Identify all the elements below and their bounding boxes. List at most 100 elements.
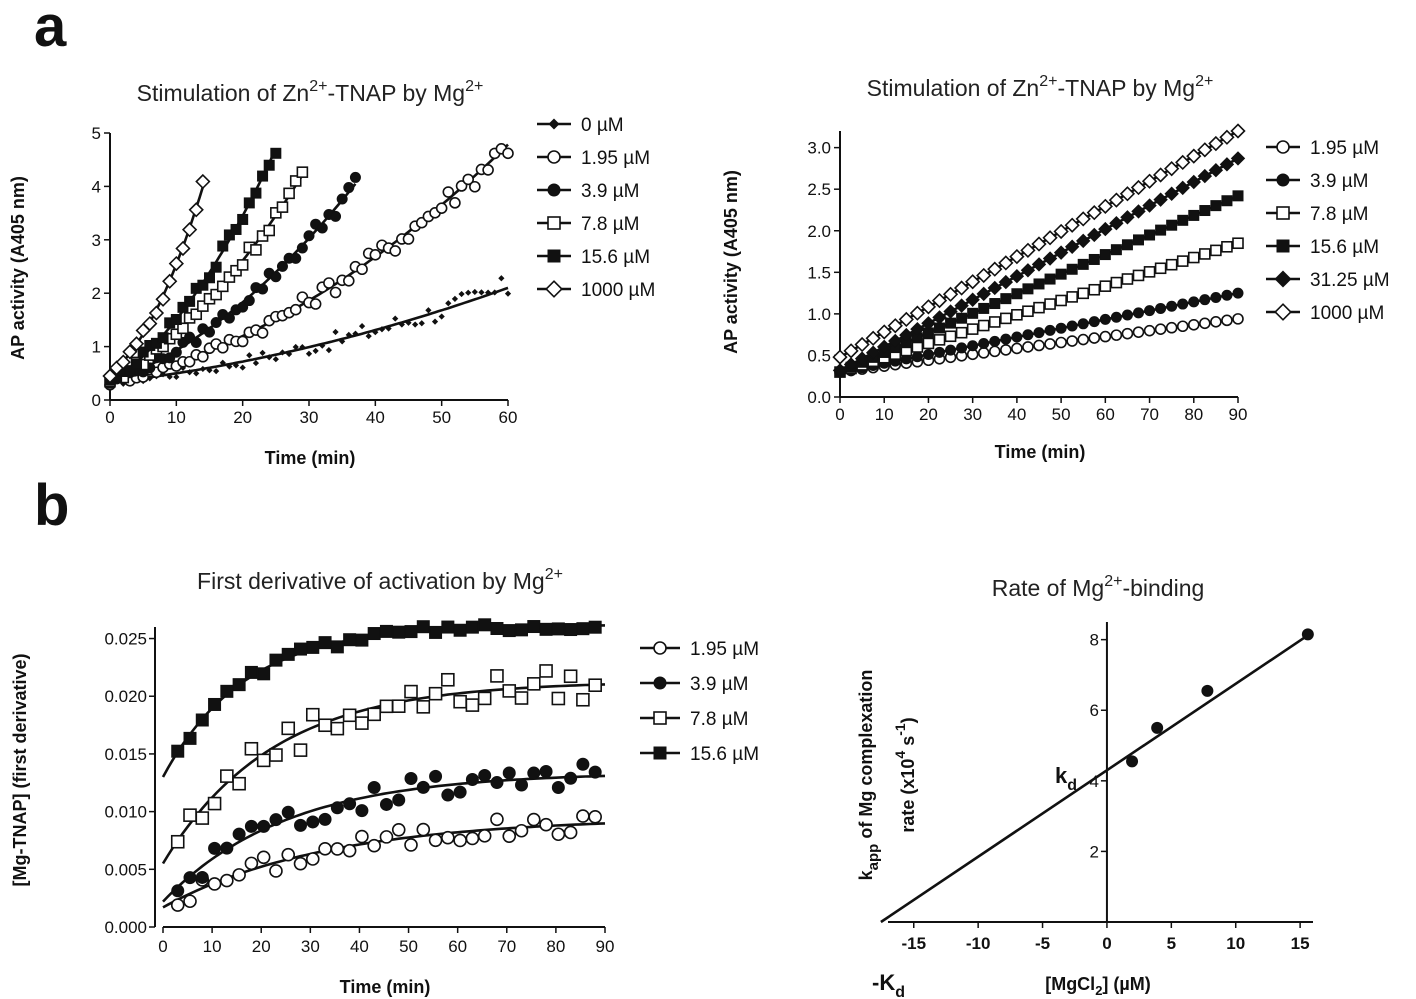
- chart-a1-point: [323, 277, 335, 289]
- chart-a1-point: [276, 260, 288, 272]
- chart-a2-point: [1110, 329, 1123, 341]
- chart-b1-point: [330, 842, 345, 856]
- chart-a2-point: [1055, 268, 1067, 280]
- chart-a2-point: [977, 319, 990, 332]
- chart-b1-point: [465, 620, 479, 634]
- chart-b1-point: [170, 898, 185, 912]
- chart-a2-point: [1164, 161, 1180, 177]
- chart-b1-point: [515, 623, 529, 637]
- chart-a2-point: [1108, 192, 1125, 208]
- chart-b1-point: [588, 810, 602, 824]
- chart-a2-point: [1099, 249, 1111, 261]
- chart-a1-point: [398, 321, 405, 328]
- chart-b1-legend-label: 3.9 µM: [690, 674, 748, 695]
- chart-b2-title: Rate of Mg2+-binding: [992, 573, 1205, 601]
- chart-b1-point: [551, 827, 566, 842]
- chart-a2-legend-label: 7.8 µM: [1310, 204, 1368, 225]
- chart-a2-point: [1133, 307, 1144, 319]
- chart-a1-point: [257, 283, 269, 295]
- chart-a2-point: [942, 286, 959, 302]
- chart-a1-point: [166, 373, 173, 380]
- x-tick-label: 60: [448, 937, 467, 956]
- chart-a2-point: [1011, 331, 1023, 343]
- chart-a2-point: [945, 344, 957, 356]
- chart-a1-point: [296, 242, 308, 254]
- chart-a1-point: [418, 320, 425, 327]
- chart-a2-point: [1232, 190, 1244, 202]
- chart-a1-point: [157, 332, 169, 344]
- chart-b1-point: [465, 698, 480, 712]
- chart-a2-point: [1144, 305, 1156, 317]
- y-tick-label: 6: [1089, 701, 1098, 720]
- y-tick-label: 0.020: [104, 687, 147, 706]
- chart-a1-point: [243, 197, 255, 209]
- chart-a2-point: [1132, 269, 1145, 282]
- chart-a1-point: [369, 249, 382, 261]
- chart-a2-point: [911, 351, 923, 363]
- chart-a2-point: [1144, 229, 1156, 241]
- chart-a2-point: [1110, 311, 1122, 323]
- chart-b1-point: [477, 829, 492, 843]
- chart-a1-point: [195, 173, 211, 190]
- chart-a2-point: [1064, 239, 1080, 254]
- chart-b1-point: [588, 620, 602, 634]
- chart-b1-point: [392, 793, 406, 807]
- chart-a2-point: [843, 343, 859, 359]
- chart-a1-point: [462, 173, 475, 186]
- chart-a2-point: [909, 305, 926, 321]
- chart-b1-point: [564, 771, 578, 785]
- x-tick-label: 70: [1140, 405, 1159, 424]
- chart-a2-point: [1088, 283, 1101, 296]
- chart-b1-point: [526, 812, 541, 827]
- chart-a1-point: [142, 315, 158, 332]
- chart-b1-point: [576, 622, 590, 636]
- chart-a1-point: [279, 349, 286, 356]
- x-tick-label: 30: [300, 408, 319, 427]
- chart-a2-point: [1210, 200, 1222, 212]
- chart-b2-point: [1126, 755, 1139, 768]
- chart-a1-legend-label: 1000 µM: [581, 280, 655, 301]
- chart-a1-legend-marker: [545, 280, 563, 298]
- chart-a1-point: [285, 350, 293, 358]
- chart-a2-point: [1087, 227, 1102, 243]
- chart-b1-point: [416, 620, 430, 634]
- chart-a2-point: [1153, 192, 1168, 207]
- x-tick-label: 15: [1291, 934, 1310, 953]
- chart-a1-point: [405, 319, 412, 326]
- chart-a2-point: [921, 316, 936, 331]
- x-tick-label: 0: [105, 408, 114, 427]
- chart-b1-point: [294, 642, 308, 656]
- chart-b1-point: [342, 708, 357, 723]
- chart-a2-point: [1232, 287, 1244, 299]
- minus-Kd-annotation: -Kd: [872, 970, 905, 999]
- chart-b1-point: [404, 838, 418, 852]
- chart-b1-point: [539, 764, 553, 778]
- y-tick-label: 0.015: [104, 745, 147, 764]
- chart-b1-point: [318, 718, 332, 733]
- chart-a2-point: [1176, 255, 1189, 267]
- chart-a2-point: [1175, 180, 1190, 196]
- chart-a1-point: [465, 289, 472, 296]
- chart-b1-point: [195, 811, 210, 825]
- chart-a1-legend-marker: [548, 118, 560, 130]
- chart-a1-legend-marker: [547, 183, 561, 197]
- chart-a2-point: [956, 342, 968, 354]
- chart-a1-point: [263, 159, 275, 171]
- chart-a2-point: [1154, 262, 1167, 275]
- chart-b1-point: [404, 771, 418, 785]
- chart-a2-legend: 1.95 µM 3.9 µM 7.8 µM 15.6 µM 31.25 µM 1000 µ…: [1266, 138, 1390, 324]
- chart-b1-point: [343, 633, 357, 647]
- x-tick-label: 80: [546, 937, 565, 956]
- chart-a2-point: [910, 321, 925, 337]
- chart-a2-point: [1055, 336, 1067, 349]
- chart-a2-point: [1121, 239, 1133, 251]
- chart-a1-point: [170, 313, 182, 325]
- chart-a2-point: [989, 335, 1001, 347]
- chart-a2-point: [1120, 210, 1135, 225]
- chart-b1-point: [477, 691, 492, 706]
- chart-a1-point: [197, 350, 209, 363]
- chart-a1-point: [498, 275, 505, 282]
- x-tick-label: 10: [1226, 934, 1245, 953]
- chart-a2-point: [1186, 174, 1201, 190]
- chart-a2-point: [1188, 296, 1200, 308]
